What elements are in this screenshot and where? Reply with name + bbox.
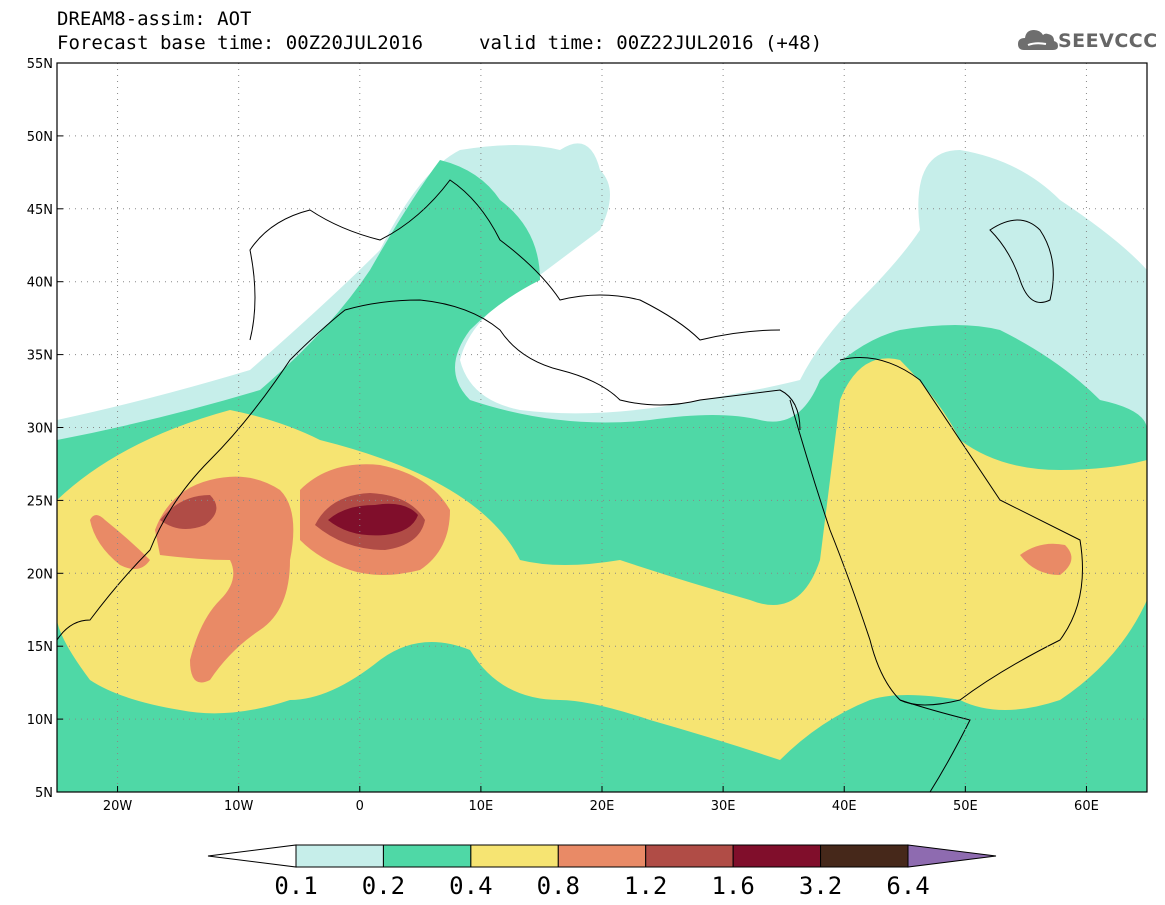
- colorbar-box: [470, 844, 559, 868]
- lat-tick-label: 25N: [27, 494, 53, 509]
- colorbar: [207, 844, 997, 868]
- lon-tick-label: 60E: [1074, 799, 1099, 814]
- colorbar-box: [732, 844, 822, 868]
- colorbar-label: 1.2: [624, 872, 668, 900]
- colorbar-label: 3.2: [798, 872, 843, 900]
- aot-band-0.8-coast: [90, 515, 150, 569]
- colorbar-box: [382, 844, 472, 868]
- coastline-north-africa: [57, 299, 801, 641]
- lon-tick-label: 30E: [711, 799, 736, 814]
- colorbar-max-arrow: [907, 844, 997, 868]
- colorbar-label: 6.4: [886, 872, 930, 900]
- coastline-europe: [249, 179, 781, 341]
- valid-time: valid time: 00Z22JUL2016 (+48): [479, 32, 823, 54]
- colorbar-label: 0.4: [449, 872, 493, 900]
- forecast-base-time: Forecast base time: 00Z20JUL2016: [57, 32, 424, 54]
- aot-band-0.8-arabia: [1020, 543, 1072, 575]
- aot-band-1.2-west: [160, 495, 217, 529]
- colorbar-box: [557, 844, 647, 868]
- colorbar-box: [645, 844, 734, 868]
- seevccc-logo-text: SEEVCCC: [1058, 30, 1158, 52]
- lat-tick-label: 15N: [27, 640, 53, 655]
- axis-ticks: 55N 50N 45N 40N 35N 30N 25N 20N 15N 10N 5N 20W 10W 0 1…: [27, 57, 1099, 814]
- lat-tick-label: 45N: [27, 203, 53, 218]
- lon-tick-label: 50E: [953, 799, 978, 814]
- lon-tick-label: 10W: [224, 799, 254, 814]
- colorbar-box: [820, 844, 909, 868]
- lat-tick-label: 55N: [27, 57, 53, 72]
- lon-tick-label: 0: [356, 799, 364, 814]
- lat-tick-label: 40N: [27, 276, 53, 291]
- colorbar-label: 0.2: [361, 872, 406, 900]
- colorbar-label: 1.6: [711, 872, 755, 900]
- colorbar-box: [295, 844, 384, 868]
- cloud-icon: [1018, 30, 1058, 50]
- lat-tick-label: 50N: [27, 130, 53, 145]
- coastline-arabia: [839, 357, 1083, 706]
- lat-tick-label: 10N: [27, 713, 53, 728]
- colorbar-min-arrow: [207, 844, 297, 868]
- colorbar-label: 0.8: [536, 872, 580, 900]
- coastline-caspian: [989, 219, 1054, 303]
- aot-field: [57, 143, 1147, 792]
- aot-band-1.6-core: [328, 503, 418, 536]
- colorbar-label: 0.1: [274, 872, 318, 900]
- lat-tick-label: 20N: [27, 567, 53, 582]
- lat-tick-label: 30N: [27, 422, 53, 437]
- lat-tick-label: 35N: [27, 349, 53, 364]
- aot-band-0.4: [57, 358, 1147, 760]
- lat-tick-label: 5N: [35, 786, 53, 801]
- lon-tick-label: 20E: [590, 799, 615, 814]
- lon-tick-label: 20W: [103, 799, 133, 814]
- coastline-horn-africa: [899, 699, 971, 792]
- lon-tick-label: 40E: [832, 799, 857, 814]
- lon-tick-label: 10E: [469, 799, 494, 814]
- map-title: DREAM8-assim: AOT: [57, 8, 252, 30]
